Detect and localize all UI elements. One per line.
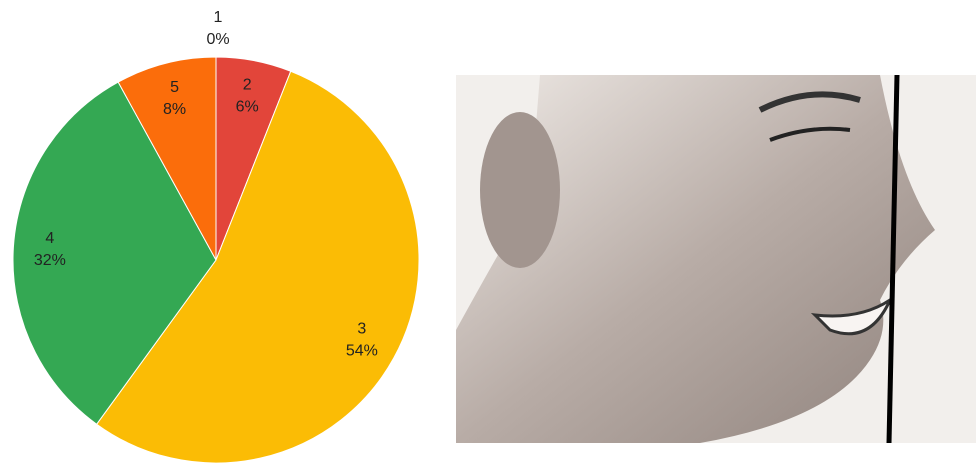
pie-chart: 1 0% 2 6% 3 54% 4 32% 5 8% [12, 9, 420, 464]
pie-slice [12, 81, 217, 425]
slice-category-label: 1 [214, 9, 223, 26]
eyebrow [758, 91, 861, 113]
pie-slice [95, 70, 420, 464]
slice-value-label: 32% [34, 252, 66, 269]
face-illustration [456, 74, 976, 444]
slice-value-label: 0% [206, 31, 229, 48]
slice-value-label: 54% [346, 342, 378, 359]
slice-value-label: 8% [163, 101, 186, 118]
ear [480, 112, 560, 268]
slice-category-label: 3 [357, 320, 366, 337]
slice-category-label: 4 [45, 230, 54, 247]
pie-slice [117, 56, 217, 261]
reference-line [886, 74, 900, 444]
eye [769, 126, 851, 142]
slice-category-label: 5 [170, 79, 179, 96]
face [456, 75, 935, 443]
slice-value-label: 6% [236, 99, 259, 116]
slice-category-label: 2 [243, 77, 252, 94]
